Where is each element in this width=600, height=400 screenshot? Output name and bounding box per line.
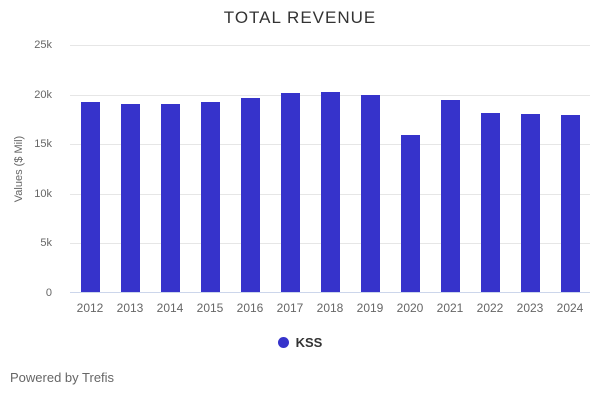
y-tick-label: 10k [34,187,52,200]
x-tick-label: 2015 [196,301,224,315]
bar-2024[interactable] [560,115,580,292]
legend-marker-icon [277,337,289,348]
bar-2022[interactable] [480,113,500,292]
bar-2023[interactable] [520,114,540,292]
x-tick-label: 2019 [356,301,384,315]
bar-2012[interactable] [80,101,100,292]
plot-area [70,45,590,293]
gridline [70,45,590,46]
x-tick-label: 2022 [476,301,504,315]
powered-by-trefis-label: Powered by Trefis [10,370,115,385]
bar-2019[interactable] [360,94,380,292]
y-axis-tick-labels: 0 5k 10k 15k 20k 25k [0,39,60,299]
legend-item-kss[interactable]: KSS [0,335,600,350]
bar-2017[interactable] [280,93,300,292]
bar-2013[interactable] [120,103,140,292]
x-tick-label: 2017 [276,301,304,315]
x-tick-label: 2024 [556,301,584,315]
bar-2021[interactable] [440,99,460,292]
bar-2014[interactable] [160,104,180,292]
x-tick-label: 2021 [436,301,464,315]
chart-title: TOTAL REVENUE [223,8,377,27]
x-tick-label: 2013 [116,301,144,315]
y-tick-label: 20k [34,88,52,101]
y-tick-label: 15k [34,138,52,151]
y-tick-label: 25k [34,39,52,51]
x-axis-tick-labels: 2012 2013 2014 2015 2016 2017 2018 2019 2020 2021… [70,301,590,317]
legend-series-label: KSS [295,335,323,350]
x-tick-label: 2020 [396,301,424,315]
bar-2015[interactable] [200,102,220,292]
bar-2018[interactable] [320,91,340,292]
x-tick-label: 2014 [156,301,184,315]
y-tick-label: 5k [40,237,52,250]
x-tick-label: 2023 [516,301,544,315]
y-tick-label: 0 [45,287,52,299]
bar-2020[interactable] [400,134,420,292]
bar-2016[interactable] [240,97,260,292]
x-tick-label: 2018 [316,301,344,315]
x-tick-label: 2012 [76,301,104,315]
x-tick-label: 2016 [236,301,264,315]
